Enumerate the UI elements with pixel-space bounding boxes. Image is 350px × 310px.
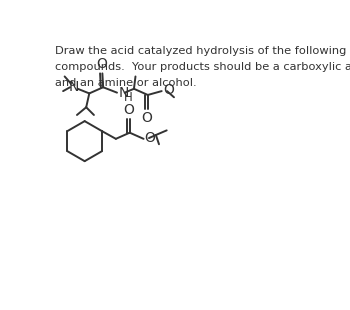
- Text: O: O: [96, 57, 107, 71]
- Text: Draw the acid catalyzed hydrolysis of the following two: Draw the acid catalyzed hydrolysis of th…: [55, 46, 350, 55]
- Text: compounds.  Your products should be a carboxylic acid: compounds. Your products should be a car…: [55, 62, 350, 72]
- Text: H: H: [124, 91, 133, 104]
- Text: and an amine or alcohol.: and an amine or alcohol.: [55, 78, 197, 88]
- Text: O: O: [142, 111, 153, 125]
- Text: O: O: [124, 103, 134, 117]
- Text: O: O: [144, 131, 155, 145]
- Text: N: N: [119, 86, 129, 100]
- Text: O: O: [163, 82, 174, 96]
- Text: N: N: [69, 80, 79, 94]
